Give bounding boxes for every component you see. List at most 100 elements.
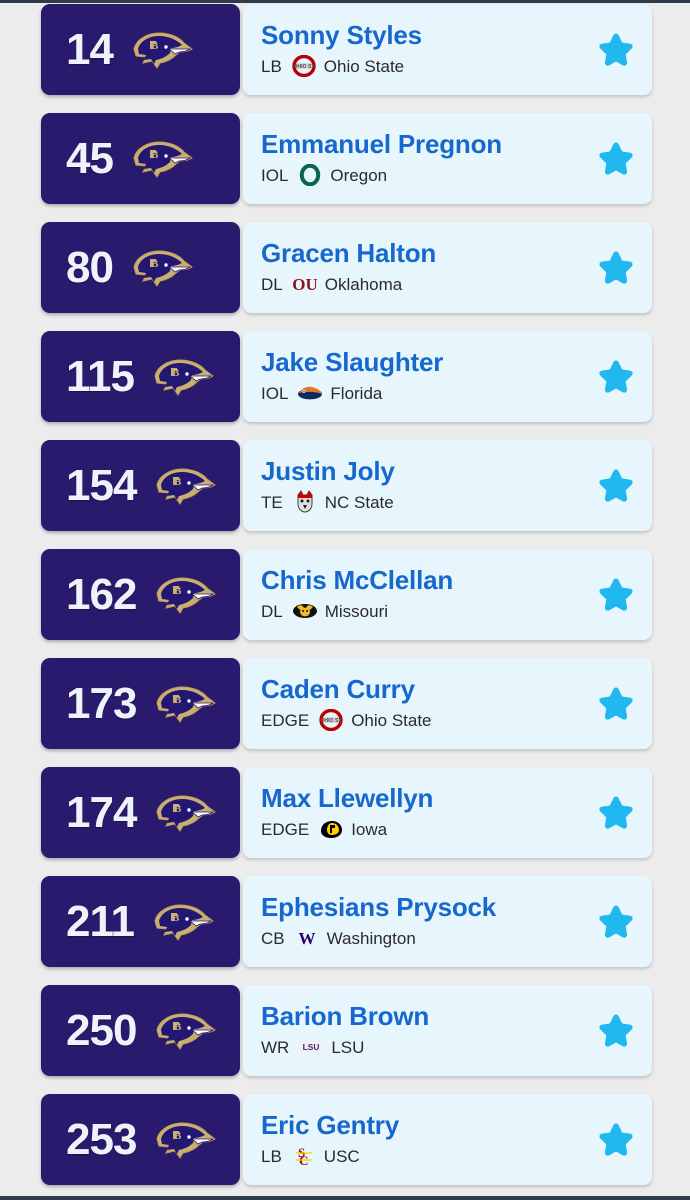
svg-text:B: B bbox=[174, 803, 182, 815]
svg-text:B: B bbox=[174, 585, 182, 597]
baltimore-ravens-logo-icon: B bbox=[149, 1008, 219, 1054]
draft-pick-row[interactable]: 253 B Eric Gentry LB SC USC bbox=[0, 1085, 690, 1194]
favorite-star-button[interactable] bbox=[594, 573, 638, 617]
player-name[interactable]: Gracen Halton bbox=[261, 237, 437, 268]
baltimore-ravens-logo-icon: B bbox=[149, 790, 219, 836]
player-position: DL bbox=[261, 274, 283, 294]
iowa-logo-icon bbox=[318, 817, 344, 841]
svg-text:B: B bbox=[151, 149, 159, 161]
player-name[interactable]: Sonny Styles bbox=[261, 19, 422, 50]
favorite-star-button[interactable] bbox=[594, 28, 638, 72]
ohio-state-logo-icon: OHIO ST bbox=[291, 54, 317, 78]
pick-number-panel: 174 B bbox=[41, 767, 240, 858]
svg-text:B: B bbox=[172, 912, 180, 924]
draft-pick-card[interactable]: 14 B Sonny Styles LB OHIO ST Ohio State bbox=[41, 4, 652, 95]
draft-pick-row[interactable]: 45 B Emmanuel Pregnon IOL Oregon bbox=[0, 104, 690, 213]
player-info-panel[interactable]: Jake Slaughter IOL Florida bbox=[243, 331, 652, 422]
player-meta: DL OU Oklahoma bbox=[261, 272, 642, 296]
draft-pick-row[interactable]: 80 B Gracen Halton DL OU Oklahoma bbox=[0, 213, 690, 322]
oklahoma-logo-icon: OU bbox=[292, 272, 318, 296]
player-name[interactable]: Max Llewellyn bbox=[261, 782, 434, 813]
favorite-star-button[interactable] bbox=[594, 246, 638, 290]
player-name[interactable]: Barion Brown bbox=[261, 1000, 430, 1031]
baltimore-ravens-logo-icon: B bbox=[126, 245, 196, 291]
player-school: Washington bbox=[326, 928, 416, 948]
draft-pick-row[interactable]: 211 B Ephesians Prysock CB W Washington bbox=[0, 867, 690, 976]
draft-pick-card[interactable]: 115 B Jake Slaughter IOL Florida bbox=[41, 331, 652, 422]
draft-pick-card[interactable]: 45 B Emmanuel Pregnon IOL Oregon bbox=[41, 113, 652, 204]
favorite-star-button[interactable] bbox=[594, 464, 638, 508]
favorite-star-button[interactable] bbox=[594, 900, 638, 944]
draft-pick-row[interactable]: 162 B Chris McClellan DL Missouri bbox=[0, 540, 690, 649]
svg-text:OU: OU bbox=[293, 275, 317, 294]
player-info-panel[interactable]: Barion Brown WR LSU LSU bbox=[243, 985, 652, 1076]
player-info-panel[interactable]: Justin Joly TE NC State bbox=[243, 440, 652, 531]
pick-number-panel: 80 B bbox=[41, 222, 240, 313]
draft-pick-card[interactable]: 211 B Ephesians Prysock CB W Washington bbox=[41, 876, 652, 967]
pick-number: 173 bbox=[66, 678, 137, 728]
pick-number-panel: 45 B bbox=[41, 113, 240, 204]
favorite-star-button[interactable] bbox=[594, 1009, 638, 1053]
player-meta: TE NC State bbox=[261, 490, 642, 514]
draft-pick-card[interactable]: 250 B Barion Brown WR LSU LSU bbox=[41, 985, 652, 1076]
draft-pick-card[interactable]: 173 B Caden Curry EDGE OHIO ST Ohio State bbox=[41, 658, 652, 749]
pick-number: 211 bbox=[66, 896, 135, 946]
oregon-logo-icon bbox=[297, 163, 323, 187]
pick-number: 250 bbox=[66, 1005, 137, 1055]
pick-number-panel: 115 B bbox=[41, 331, 240, 422]
usc-logo-icon: SC bbox=[291, 1144, 317, 1168]
player-info-panel[interactable]: Gracen Halton DL OU Oklahoma bbox=[243, 222, 652, 313]
favorite-star-button[interactable] bbox=[594, 137, 638, 181]
draft-pick-card[interactable]: 154 B Justin Joly TE NC State bbox=[41, 440, 652, 531]
player-position: EDGE bbox=[261, 710, 310, 730]
player-name[interactable]: Ephesians Prysock bbox=[261, 891, 497, 922]
player-info-panel[interactable]: Caden Curry EDGE OHIO ST Ohio State bbox=[243, 658, 652, 749]
svg-text:B: B bbox=[151, 258, 159, 270]
player-school: LSU bbox=[331, 1037, 365, 1057]
svg-text:B: B bbox=[174, 1130, 182, 1142]
draft-pick-card[interactable]: 80 B Gracen Halton DL OU Oklahoma bbox=[41, 222, 652, 313]
favorite-star-button[interactable] bbox=[594, 682, 638, 726]
player-school: Oregon bbox=[330, 165, 388, 185]
player-info-panel[interactable]: Eric Gentry LB SC USC bbox=[243, 1094, 652, 1185]
baltimore-ravens-logo-icon: B bbox=[126, 136, 196, 182]
baltimore-ravens-logo-icon: B bbox=[149, 463, 219, 509]
draft-pick-row[interactable]: 115 B Jake Slaughter IOL Florida bbox=[0, 322, 690, 431]
favorite-star-button[interactable] bbox=[594, 355, 638, 399]
player-name[interactable]: Chris McClellan bbox=[261, 564, 454, 595]
player-info-panel[interactable]: Sonny Styles LB OHIO ST Ohio State bbox=[243, 4, 652, 95]
draft-pick-row[interactable]: 14 B Sonny Styles LB OHIO ST Ohio State bbox=[0, 0, 690, 104]
player-school: USC bbox=[323, 1146, 360, 1166]
draft-pick-row[interactable]: 154 B Justin Joly TE NC State bbox=[0, 431, 690, 540]
pick-number: 80 bbox=[66, 242, 114, 292]
player-name[interactable]: Eric Gentry bbox=[261, 1109, 399, 1140]
player-name[interactable]: Caden Curry bbox=[261, 673, 415, 704]
draft-pick-card[interactable]: 162 B Chris McClellan DL Missouri bbox=[41, 549, 652, 640]
draft-pick-row[interactable]: 173 B Caden Curry EDGE OHIO ST Ohio State bbox=[0, 649, 690, 758]
favorite-star-button[interactable] bbox=[594, 791, 638, 835]
draft-pick-row[interactable]: 250 B Barion Brown WR LSU LSU bbox=[0, 976, 690, 1085]
svg-text:W: W bbox=[298, 929, 315, 948]
player-meta: CB W Washington bbox=[261, 926, 642, 950]
pick-number-panel: 211 B bbox=[41, 876, 240, 967]
missouri-logo-icon bbox=[292, 599, 318, 623]
player-name[interactable]: Emmanuel Pregnon bbox=[261, 128, 502, 159]
player-info-panel[interactable]: Emmanuel Pregnon IOL Oregon bbox=[243, 113, 652, 204]
player-school: Oklahoma bbox=[324, 274, 403, 294]
draft-pick-row[interactable]: 174 B Max Llewellyn EDGE Iowa bbox=[0, 758, 690, 867]
player-name[interactable]: Justin Joly bbox=[261, 455, 395, 486]
player-position: IOL bbox=[261, 165, 289, 185]
pick-number-panel: 250 B bbox=[41, 985, 240, 1076]
player-meta: DL Missouri bbox=[261, 599, 642, 623]
draft-pick-card[interactable]: 253 B Eric Gentry LB SC USC bbox=[41, 1094, 652, 1185]
player-info-panel[interactable]: Ephesians Prysock CB W Washington bbox=[243, 876, 652, 967]
favorite-star-button[interactable] bbox=[594, 1118, 638, 1162]
pick-number: 45 bbox=[66, 133, 114, 183]
player-info-panel[interactable]: Chris McClellan DL Missouri bbox=[243, 549, 652, 640]
florida-logo-icon bbox=[297, 381, 323, 405]
player-name[interactable]: Jake Slaughter bbox=[261, 346, 444, 377]
player-position: LB bbox=[261, 1146, 282, 1166]
player-info-panel[interactable]: Max Llewellyn EDGE Iowa bbox=[243, 767, 652, 858]
draft-pick-card[interactable]: 174 B Max Llewellyn EDGE Iowa bbox=[41, 767, 652, 858]
baltimore-ravens-logo-icon: B bbox=[147, 899, 217, 945]
